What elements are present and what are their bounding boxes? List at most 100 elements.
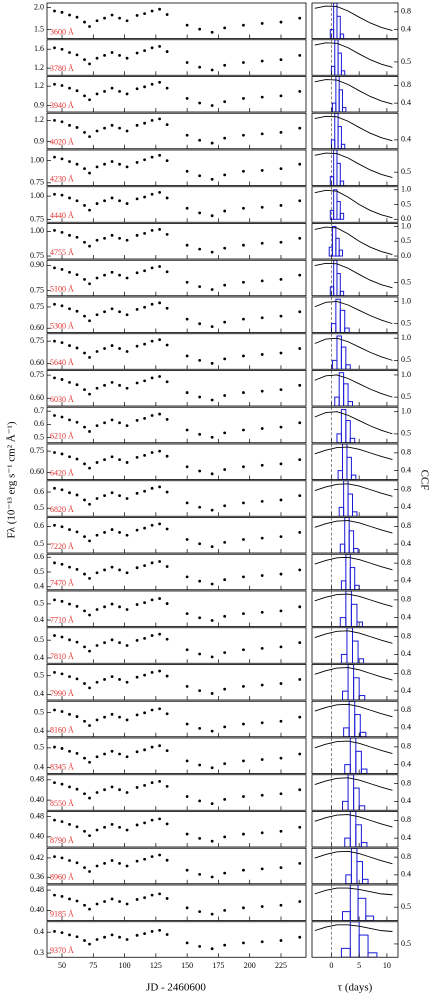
- data-point: [110, 233, 114, 237]
- panel-label: 4755 Å: [50, 248, 74, 257]
- lag-histogram-bar: [339, 33, 345, 39]
- data-point: [110, 859, 114, 862]
- y-tick-label: 0.3: [34, 948, 44, 957]
- data-point: [298, 531, 302, 534]
- data-point: [125, 19, 129, 23]
- data-point: [53, 855, 56, 859]
- y-tick-label: 0.5: [401, 236, 411, 245]
- data-point: [158, 522, 162, 526]
- panel-label: 3600 Å: [50, 27, 74, 36]
- y-tick-label: 0.4: [401, 612, 411, 621]
- data-point: [95, 165, 99, 169]
- data-point: [242, 169, 245, 173]
- lag-histogram-bar: [367, 952, 378, 958]
- data-point: [198, 285, 202, 289]
- data-point: [198, 763, 202, 767]
- data-point: [75, 309, 79, 313]
- lag-histogram-bar: [342, 911, 351, 921]
- panel-frame: [46, 664, 307, 701]
- y-tick-label: 0.75: [30, 178, 44, 187]
- data-point: [158, 265, 162, 268]
- panel-frame: [46, 406, 307, 444]
- lag-histogram-bar: [339, 617, 347, 627]
- data-point: [88, 208, 91, 212]
- data-point: [223, 578, 227, 582]
- data-point: [298, 126, 302, 130]
- y-tick-label: 0.8: [401, 815, 411, 824]
- y-tick-label: 0.8: [401, 7, 411, 16]
- data-point: [118, 347, 121, 350]
- data-point: [60, 10, 64, 14]
- data-point: [158, 190, 162, 194]
- data-point: [68, 270, 71, 274]
- panel-frame: [311, 333, 399, 370]
- y-tick-label: 0.5: [34, 635, 44, 644]
- panel-label: 7990 Å: [50, 689, 74, 698]
- y-axis-title: Fλ (10⁻¹³ erg s⁻¹ cm² Å⁻¹): [6, 421, 18, 538]
- data-point: [158, 7, 162, 11]
- data-point: [158, 228, 162, 231]
- data-point: [53, 561, 56, 565]
- data-point: [125, 386, 129, 390]
- data-point: [242, 391, 245, 394]
- data-point: [135, 233, 139, 237]
- data-point: [198, 505, 202, 509]
- data-point: [88, 319, 91, 323]
- data-point: [60, 488, 64, 492]
- lag-histogram-bar: [346, 456, 352, 480]
- lag-histogram-bar: [345, 420, 351, 443]
- data-point: [83, 240, 86, 244]
- data-point: [60, 378, 64, 381]
- data-point: [135, 933, 139, 937]
- x-tick-label: 175: [212, 961, 224, 970]
- data-point: [110, 380, 114, 384]
- panel-frame: [46, 627, 307, 664]
- data-point: [95, 19, 99, 23]
- data-point: [210, 875, 214, 879]
- data-point: [95, 718, 99, 722]
- data-point: [185, 759, 189, 763]
- data-point: [165, 306, 169, 310]
- data-point: [95, 424, 99, 428]
- y-tick-label: 0.5: [34, 432, 44, 441]
- data-point: [118, 53, 121, 57]
- panel-frame: [311, 884, 399, 921]
- panel-plot: [314, 260, 393, 296]
- y-tick-label: 0.4: [401, 649, 411, 658]
- y-tick-label: 0.5: [401, 318, 411, 327]
- data-point: [143, 857, 146, 861]
- data-point: [279, 425, 283, 429]
- data-point: [279, 645, 283, 649]
- data-point: [150, 266, 154, 270]
- data-point: [260, 353, 264, 356]
- y-tick-label: 0.75: [30, 302, 44, 311]
- data-point: [83, 351, 86, 355]
- y-tick-label: 0.8: [401, 595, 411, 604]
- data-point: [185, 23, 189, 27]
- data-point: [260, 905, 264, 908]
- lag-histogram-bar: [354, 584, 360, 590]
- data-point: [260, 536, 264, 540]
- lag-histogram-bar: [349, 437, 356, 443]
- data-point: [75, 715, 79, 718]
- panel-frame: [46, 39, 307, 76]
- data-point: [53, 893, 56, 897]
- y-tick-label: 0.48: [30, 775, 44, 784]
- data-point: [125, 791, 129, 794]
- data-point: [279, 277, 283, 281]
- data-point: [158, 117, 162, 121]
- panel-frame: [311, 737, 399, 774]
- data-point: [118, 458, 121, 462]
- lag-histogram-bar: [345, 554, 351, 590]
- data-point: [158, 338, 162, 342]
- data-point: [125, 718, 129, 722]
- data-point: [260, 940, 264, 944]
- data-point: [242, 428, 245, 432]
- data-point: [125, 461, 129, 464]
- data-point: [103, 126, 106, 130]
- data-point: [298, 162, 302, 166]
- data-point: [118, 421, 121, 425]
- data-point: [125, 571, 129, 575]
- data-point: [279, 131, 283, 134]
